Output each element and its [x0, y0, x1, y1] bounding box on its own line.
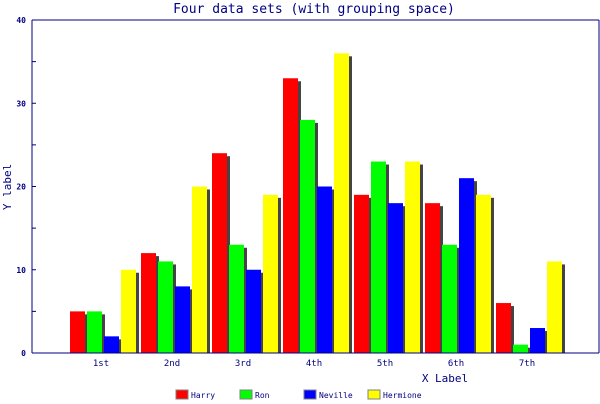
bar-ron-5th	[371, 161, 386, 353]
bar-neville-4th	[317, 186, 332, 353]
bar-harry-3rd	[212, 153, 227, 353]
bar-harry-5th	[354, 194, 369, 353]
x-tick-label: 6th	[448, 359, 464, 369]
legend-swatch-harry	[175, 389, 189, 400]
chart-title: Four data sets (with grouping space)	[173, 2, 455, 17]
y-tick-label: 20	[16, 183, 26, 192]
x-axis-label: X Label	[422, 372, 468, 385]
bar-harry-7th	[496, 303, 511, 353]
y-tick-label: 10	[16, 266, 26, 275]
x-tick-label: 1st	[93, 359, 109, 369]
y-tick-label: 0	[21, 349, 26, 358]
bar-hermione-5th	[405, 161, 420, 353]
bar-harry-2nd	[141, 253, 156, 353]
x-tick-label: 3rd	[235, 359, 251, 369]
bar-hermione-2nd	[192, 186, 207, 353]
bar-harry-1st	[70, 311, 85, 353]
legend-label-ron: Ron	[255, 391, 270, 400]
legend-label-hermione: Hermione	[383, 391, 422, 400]
bar-hermione-3rd	[263, 194, 278, 353]
bar-ron-1st	[87, 311, 102, 353]
bar-ron-6th	[442, 244, 457, 353]
legend-label-harry: Harry	[191, 391, 215, 400]
bar-neville-7th	[530, 328, 545, 353]
bar-hermione-1st	[121, 269, 136, 353]
legend-swatch-neville	[303, 389, 317, 400]
bar-harry-6th	[425, 203, 440, 353]
bar-harry-4th	[283, 78, 298, 354]
bar-hermione-7th	[547, 261, 562, 353]
bar-ron-7th	[513, 344, 528, 353]
legend-label-neville: Neville	[319, 391, 353, 400]
bar-neville-6th	[459, 178, 474, 353]
legend-swatch-hermione	[367, 389, 381, 400]
bar-hermione-6th	[476, 194, 491, 353]
x-tick-label: 4th	[306, 359, 322, 369]
bar-ron-2nd	[158, 261, 173, 353]
bar-ron-3rd	[229, 244, 244, 353]
bar-neville-5th	[388, 203, 403, 353]
bar-neville-3rd	[246, 269, 261, 353]
bar-neville-1st	[104, 336, 119, 353]
bar-ron-4th	[300, 119, 315, 354]
legend-swatch-ron	[239, 389, 253, 400]
x-tick-label: 2nd	[164, 359, 180, 369]
bar-neville-2nd	[175, 286, 190, 353]
bar-hermione-4th	[334, 53, 349, 354]
x-tick-label: 7th	[519, 359, 535, 369]
y-axis-label: Y label	[1, 164, 14, 210]
y-tick-label: 30	[16, 99, 26, 108]
x-tick-label: 5th	[377, 359, 393, 369]
y-tick-label: 40	[16, 16, 26, 25]
